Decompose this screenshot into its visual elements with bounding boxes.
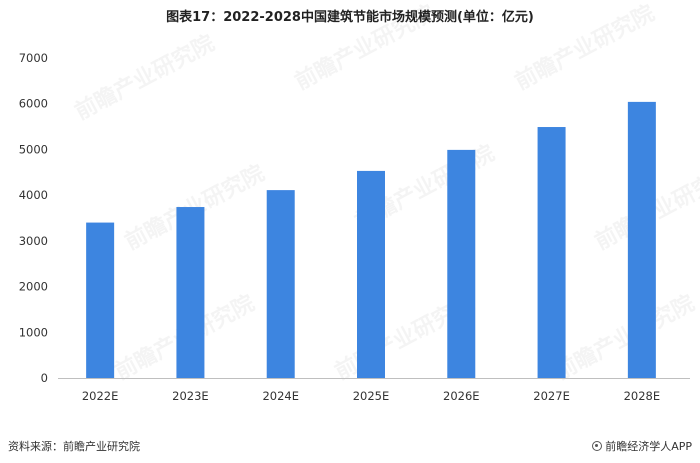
bar-series <box>86 101 656 379</box>
source-note: 资料来源：前瞻产业研究院 <box>8 440 140 453</box>
y-tick-label: 7000 <box>19 51 48 65</box>
y-tick-label: 5000 <box>19 142 48 156</box>
watermark-text: 前瞻产业研究院 <box>291 0 439 95</box>
x-tick-label: 2026E <box>443 389 480 403</box>
y-axis: 0 1000 2000 3000 4000 5000 6000 7000 <box>19 51 48 385</box>
bar-2026E <box>447 149 476 378</box>
y-tick-label: 2000 <box>19 280 48 294</box>
watermark-text: 前瞻产业研究院 <box>511 0 659 95</box>
watermark-text: 前瞻产业研究院 <box>551 290 699 385</box>
x-axis: 2022E 2023E 2024E 2025E 2026E 2027E 2028E <box>82 389 660 403</box>
bar-2022E <box>86 222 115 378</box>
y-tick-label: 4000 <box>19 188 48 202</box>
y-tick-label: 1000 <box>19 325 48 339</box>
x-tick-label: 2022E <box>82 389 119 403</box>
chart-title: 图表17：2022-2028中国建筑节能市场规模预测(单位：亿元) <box>166 10 534 25</box>
watermark-text: 前瞻产业研究院 <box>71 30 219 125</box>
bar-2027E <box>537 127 566 379</box>
brand-logo-icon <box>592 441 603 451</box>
x-tick-label: 2027E <box>533 389 570 403</box>
bar-2028E <box>627 101 656 378</box>
bar-2024E <box>266 190 295 378</box>
brand-credit: 前瞻经济学人APP <box>592 438 692 454</box>
x-tick-label: 2028E <box>624 389 661 403</box>
x-tick-label: 2025E <box>353 389 390 403</box>
y-tick-label: 3000 <box>19 234 48 248</box>
x-tick-label: 2023E <box>172 389 209 403</box>
y-tick-label: 6000 <box>19 97 48 111</box>
brand-label: 前瞻经济学人APP <box>605 440 692 453</box>
y-tick-label: 0 <box>41 371 48 385</box>
bar-2025E <box>357 170 385 378</box>
x-tick-label: 2024E <box>262 389 299 403</box>
bar-2023E <box>176 207 205 378</box>
